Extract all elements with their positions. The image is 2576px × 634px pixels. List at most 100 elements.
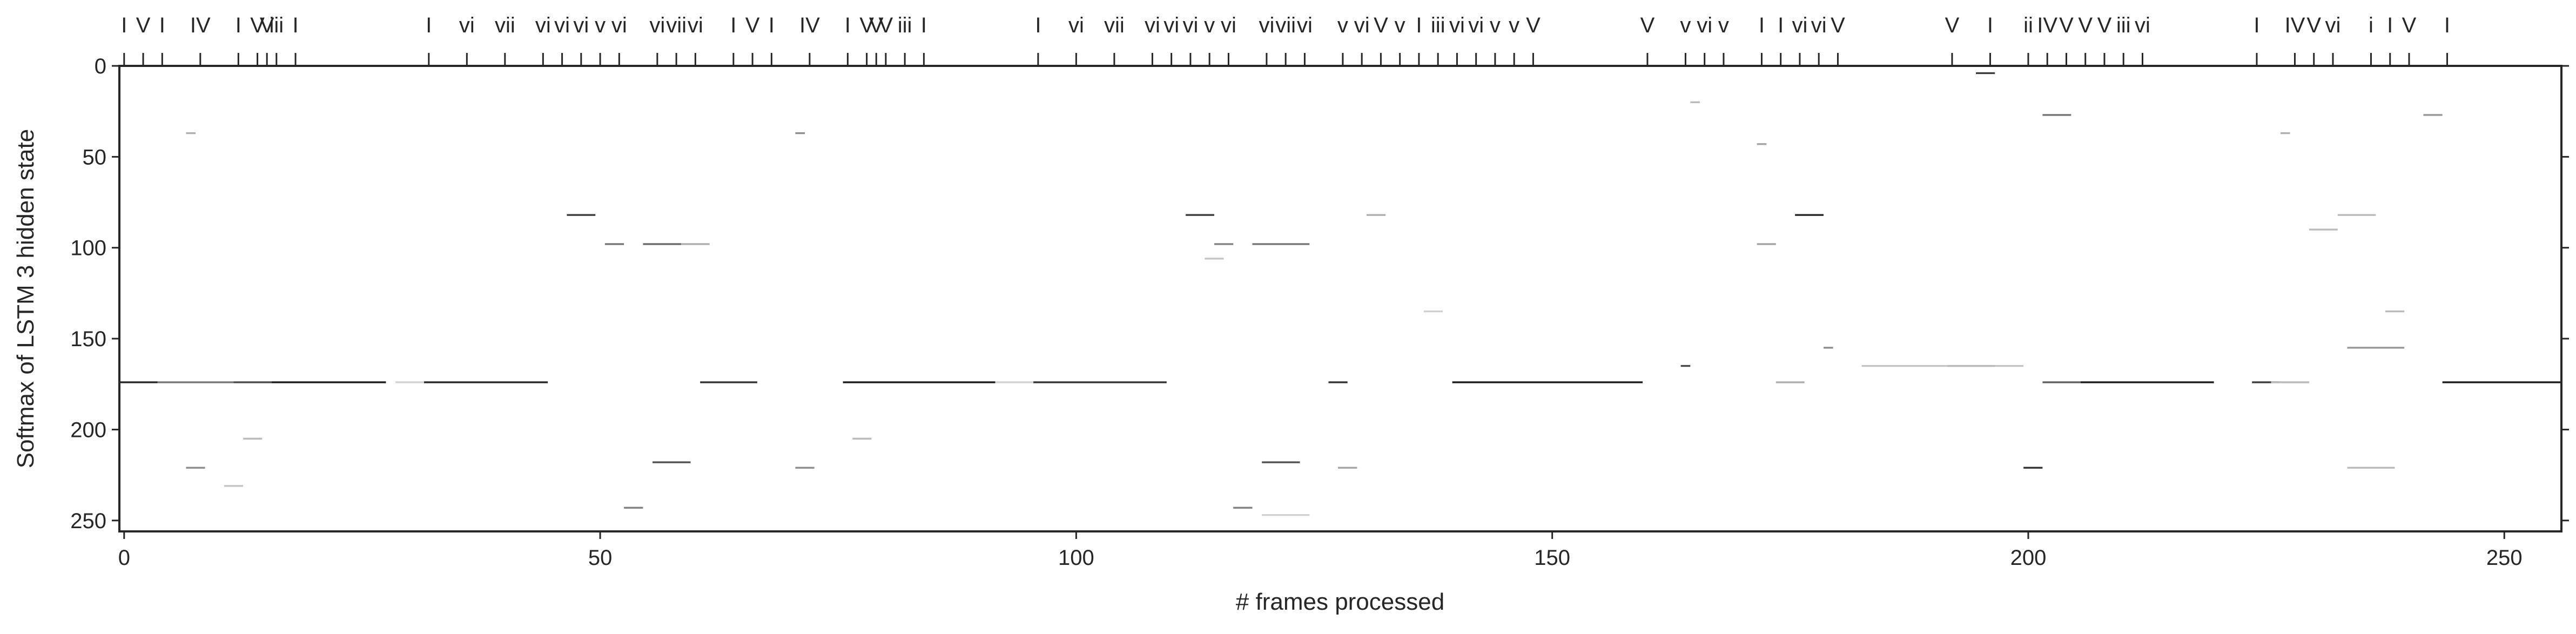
chord-label-71: IV: [2285, 14, 2305, 37]
activation-cell-50: [2271, 381, 2309, 383]
activation-cell-58: [1262, 514, 1310, 516]
chord-label-24: I: [845, 14, 851, 37]
chord-label-31: vi: [1068, 14, 1084, 37]
chord-label-12: vi: [535, 14, 551, 37]
chord-label-0: I: [121, 14, 127, 37]
chord-label-59: vi: [1811, 14, 1827, 37]
chord-label-72: V: [2306, 14, 2321, 37]
chord-label-37: vi: [1221, 14, 1236, 37]
chord-label-74: i: [2369, 14, 2373, 37]
chord-label-70: I: [2254, 14, 2259, 37]
activation-cell-51: [1775, 381, 1805, 383]
chord-label-63: ii: [2023, 14, 2033, 37]
activation-cell-24: [1262, 461, 1300, 463]
plot-frame: [118, 65, 2562, 532]
activation-cell-11: [2080, 381, 2214, 383]
chord-label-29: I: [921, 14, 927, 37]
activation-cell-2: [233, 381, 272, 383]
chord-label-9: I: [426, 14, 432, 37]
chord-label-19: vi: [688, 14, 703, 37]
chord-label-47: vi: [1449, 14, 1465, 37]
chord-label-36: v: [1204, 14, 1215, 37]
chord-label-64: IV: [2037, 14, 2057, 37]
activation-cell-8: [1328, 381, 1348, 383]
y-axis-right-ticks: [2561, 65, 2569, 522]
chord-label-25: V: [859, 14, 874, 37]
activation-cell-22: [1757, 243, 1776, 245]
chord-label-39: vii: [1275, 14, 1296, 37]
activation-cell-41: [2347, 347, 2405, 349]
activation-cell-26: [186, 467, 205, 469]
chord-label-58: vi: [1792, 14, 1807, 37]
activation-cell-0: [119, 381, 158, 383]
chord-label-10: vi: [459, 14, 475, 37]
x-tick-label-50: 50: [588, 546, 613, 570]
chord-label-33: vi: [1145, 14, 1160, 37]
chord-label-62: I: [1987, 14, 1993, 37]
chord-label-16: vi: [611, 14, 627, 37]
activation-cell-54: [1205, 258, 1224, 260]
chord-label-48: vi: [1468, 14, 1484, 37]
chord-label-8: I: [293, 14, 299, 37]
y-axis-label: Softmax of LSTM 3 hidden state: [12, 129, 39, 469]
activation-cell-38: [1861, 365, 2024, 367]
chord-label-57: I: [1778, 14, 1784, 37]
chord-label-26: V: [869, 14, 884, 37]
chord-label-14: vi: [573, 14, 589, 37]
chord-label-54: vi: [1697, 14, 1712, 37]
chord-label-4: I: [236, 14, 241, 37]
chord-label-49: v: [1490, 14, 1501, 37]
chord-label-46: iii: [1431, 14, 1445, 37]
chord-label-7: iii: [269, 14, 284, 37]
chord-label-53: v: [1680, 14, 1691, 37]
chord-label-44: v: [1395, 14, 1405, 37]
activation-cell-31: [2042, 114, 2071, 116]
chord-label-27: V: [879, 14, 893, 37]
activation-cell-5: [700, 381, 757, 383]
activation-cell-28: [624, 507, 643, 509]
chord-label-40: vi: [1297, 14, 1313, 37]
chord-label-75: I: [2387, 14, 2393, 37]
chord-label-73: vi: [2325, 14, 2341, 37]
activation-cell-42: [1423, 310, 1443, 313]
chord-label-3: IV: [190, 14, 211, 37]
chord-label-18: vii: [666, 14, 687, 37]
chord-label-6: V: [260, 14, 274, 37]
chord-label-77: I: [2444, 14, 2450, 37]
y-tick-label-0: 0: [95, 55, 106, 78]
chord-label-55: v: [1718, 14, 1729, 37]
activation-cell-7: [1033, 381, 1167, 383]
chord-label-1: V: [136, 14, 151, 37]
chord-label-38: vi: [1259, 14, 1274, 37]
activation-cell-19: [681, 243, 710, 245]
activation-cell-45: [2337, 214, 2376, 216]
activation-cell-25: [2023, 467, 2043, 469]
activation-cell-36: [1757, 143, 1767, 145]
activation-cell-17: [604, 243, 624, 245]
activation-cell-1: [157, 381, 234, 383]
y-tick-label-100: 100: [70, 237, 106, 260]
activation-cell-43: [2385, 310, 2405, 313]
chord-label-68: iii: [2116, 14, 2131, 37]
x-tick-label-200: 200: [2010, 546, 2047, 570]
chord-label-5: V: [250, 14, 265, 37]
activation-cell-23: [653, 461, 691, 463]
activation-cell-57: [995, 381, 1034, 383]
activation-cell-49: [1690, 101, 1700, 104]
activation-cell-37: [1680, 365, 1691, 367]
activation-cell-9: [1452, 381, 1643, 383]
chord-label-61: V: [1945, 14, 1960, 37]
activation-cell-46: [1338, 467, 1357, 469]
chord-label-51: V: [1526, 14, 1541, 37]
activation-cell-30: [1976, 72, 1995, 75]
activation-cell-44: [1366, 214, 1386, 216]
x-tick-label-100: 100: [1058, 546, 1094, 570]
activation-cell-4: [424, 381, 548, 383]
activation-cell-48: [852, 437, 872, 440]
activation-cell-34: [795, 132, 805, 134]
chord-label-76: V: [2402, 14, 2417, 37]
chord-label-2: I: [159, 14, 165, 37]
x-tick-label-250: 250: [2486, 546, 2523, 570]
